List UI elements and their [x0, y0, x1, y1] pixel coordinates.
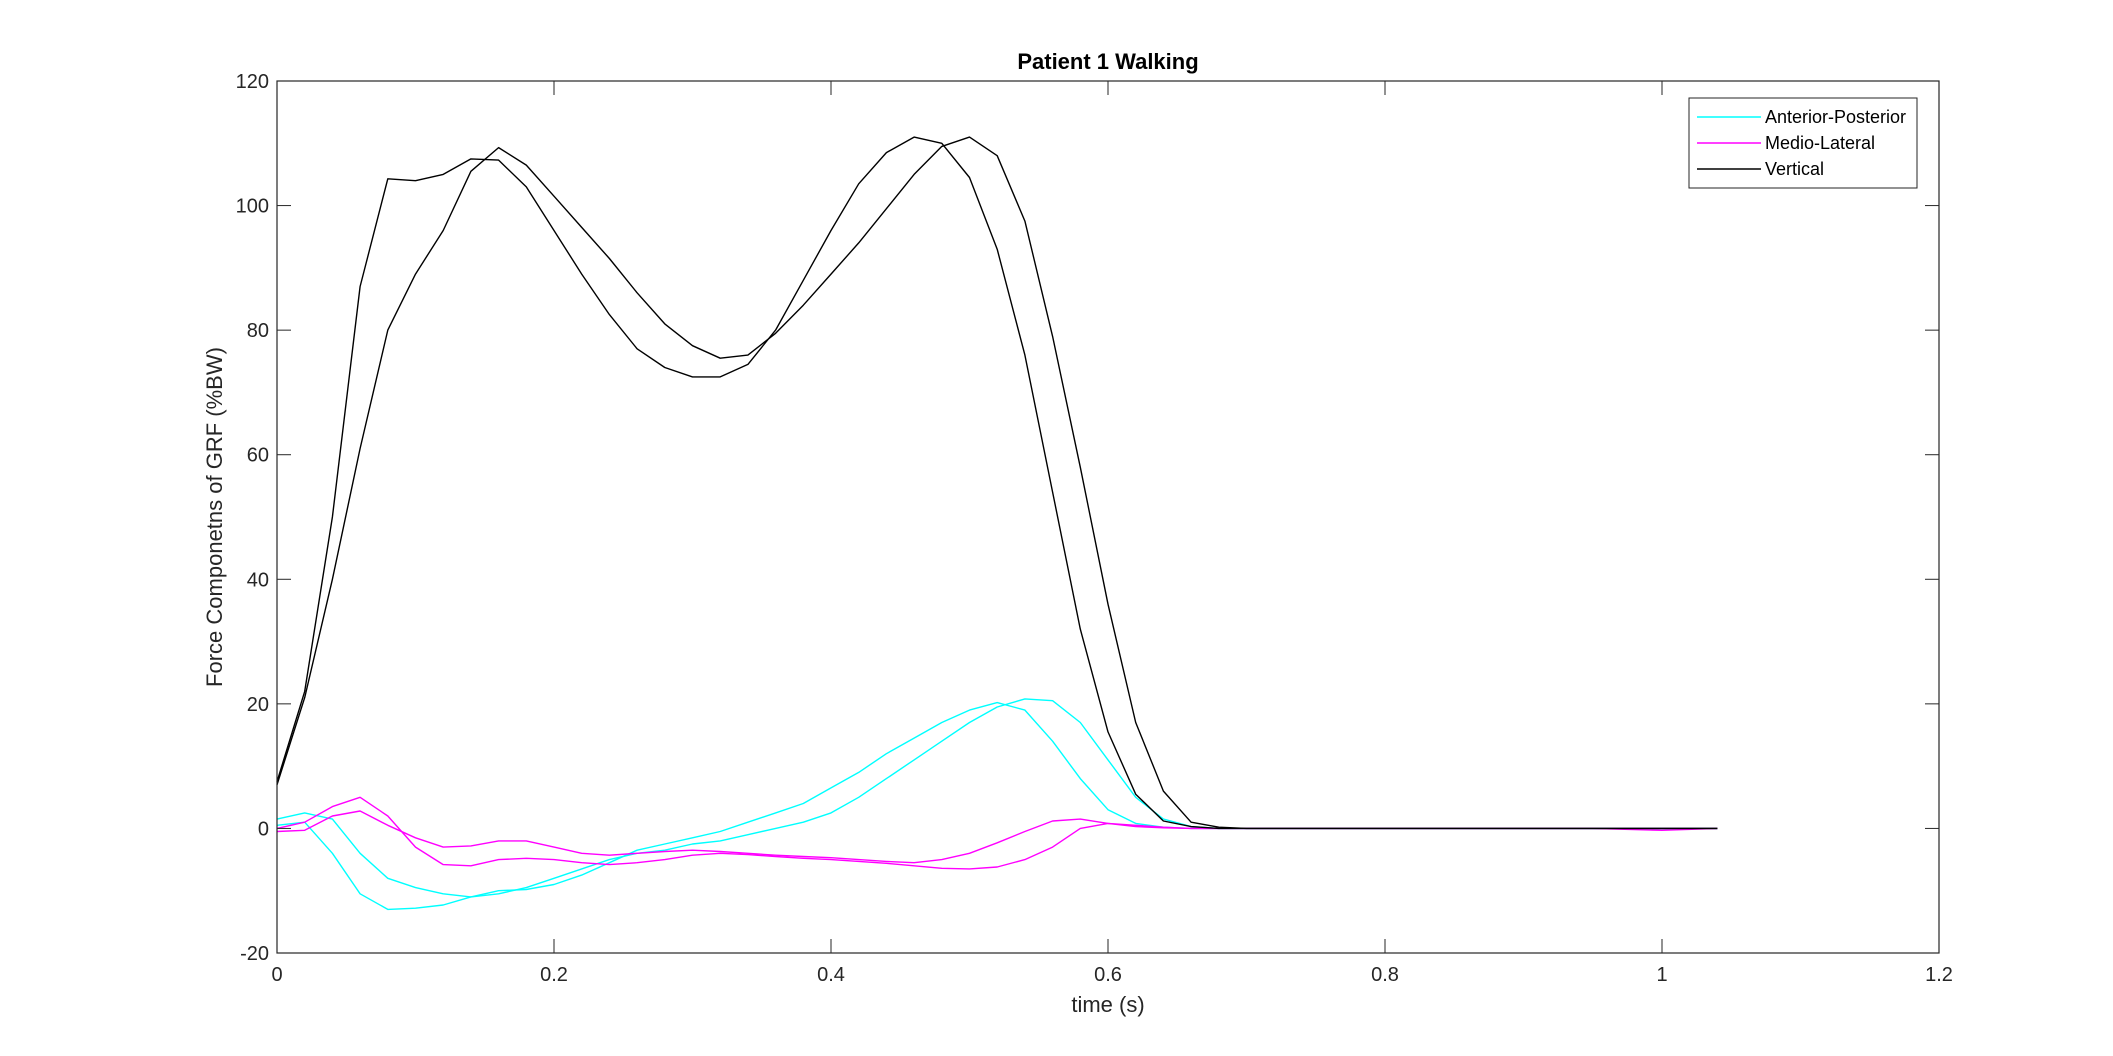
y-tick-label: 80: [247, 320, 269, 342]
y-tick-label: -20: [240, 943, 269, 965]
series-line-vertical-2: [276, 136, 1718, 830]
x-tick-label: 0: [271, 964, 282, 986]
legend-label-medio-lateral: Medio-Lateral: [1765, 133, 1875, 153]
legend: Anterior-Posterior Medio-Lateral Vertical: [1688, 97, 1918, 189]
x-axis-title: time (s): [1071, 992, 1144, 1017]
legend-label-anterior-posterior: Anterior-Posterior: [1765, 107, 1906, 127]
x-tick-label: 0.6: [1094, 964, 1122, 986]
y-tick-label: 0: [258, 818, 269, 840]
y-tick-label: 60: [247, 445, 269, 467]
y-axis-title: Force Componetns of GRF (%BW): [202, 347, 227, 687]
legend-label-vertical: Vertical: [1765, 159, 1824, 179]
y-tick-label: 20: [247, 694, 269, 716]
chart-title: Patient 1 Walking: [1017, 49, 1198, 74]
ticks-layer: [276, 80, 1940, 954]
series-layer: [276, 136, 1718, 911]
plot-area: [277, 81, 1939, 953]
y-tick-label: 40: [247, 569, 269, 591]
x-tick-label: 0.8: [1371, 964, 1399, 986]
y-tick-label: 100: [236, 196, 269, 218]
x-tick-label: 1.2: [1925, 964, 1953, 986]
y-tick-label: 120: [236, 71, 269, 93]
x-tick-label: 0.2: [540, 964, 568, 986]
x-tick-label: 0.4: [817, 964, 845, 986]
x-tick-label: 1: [1656, 964, 1667, 986]
